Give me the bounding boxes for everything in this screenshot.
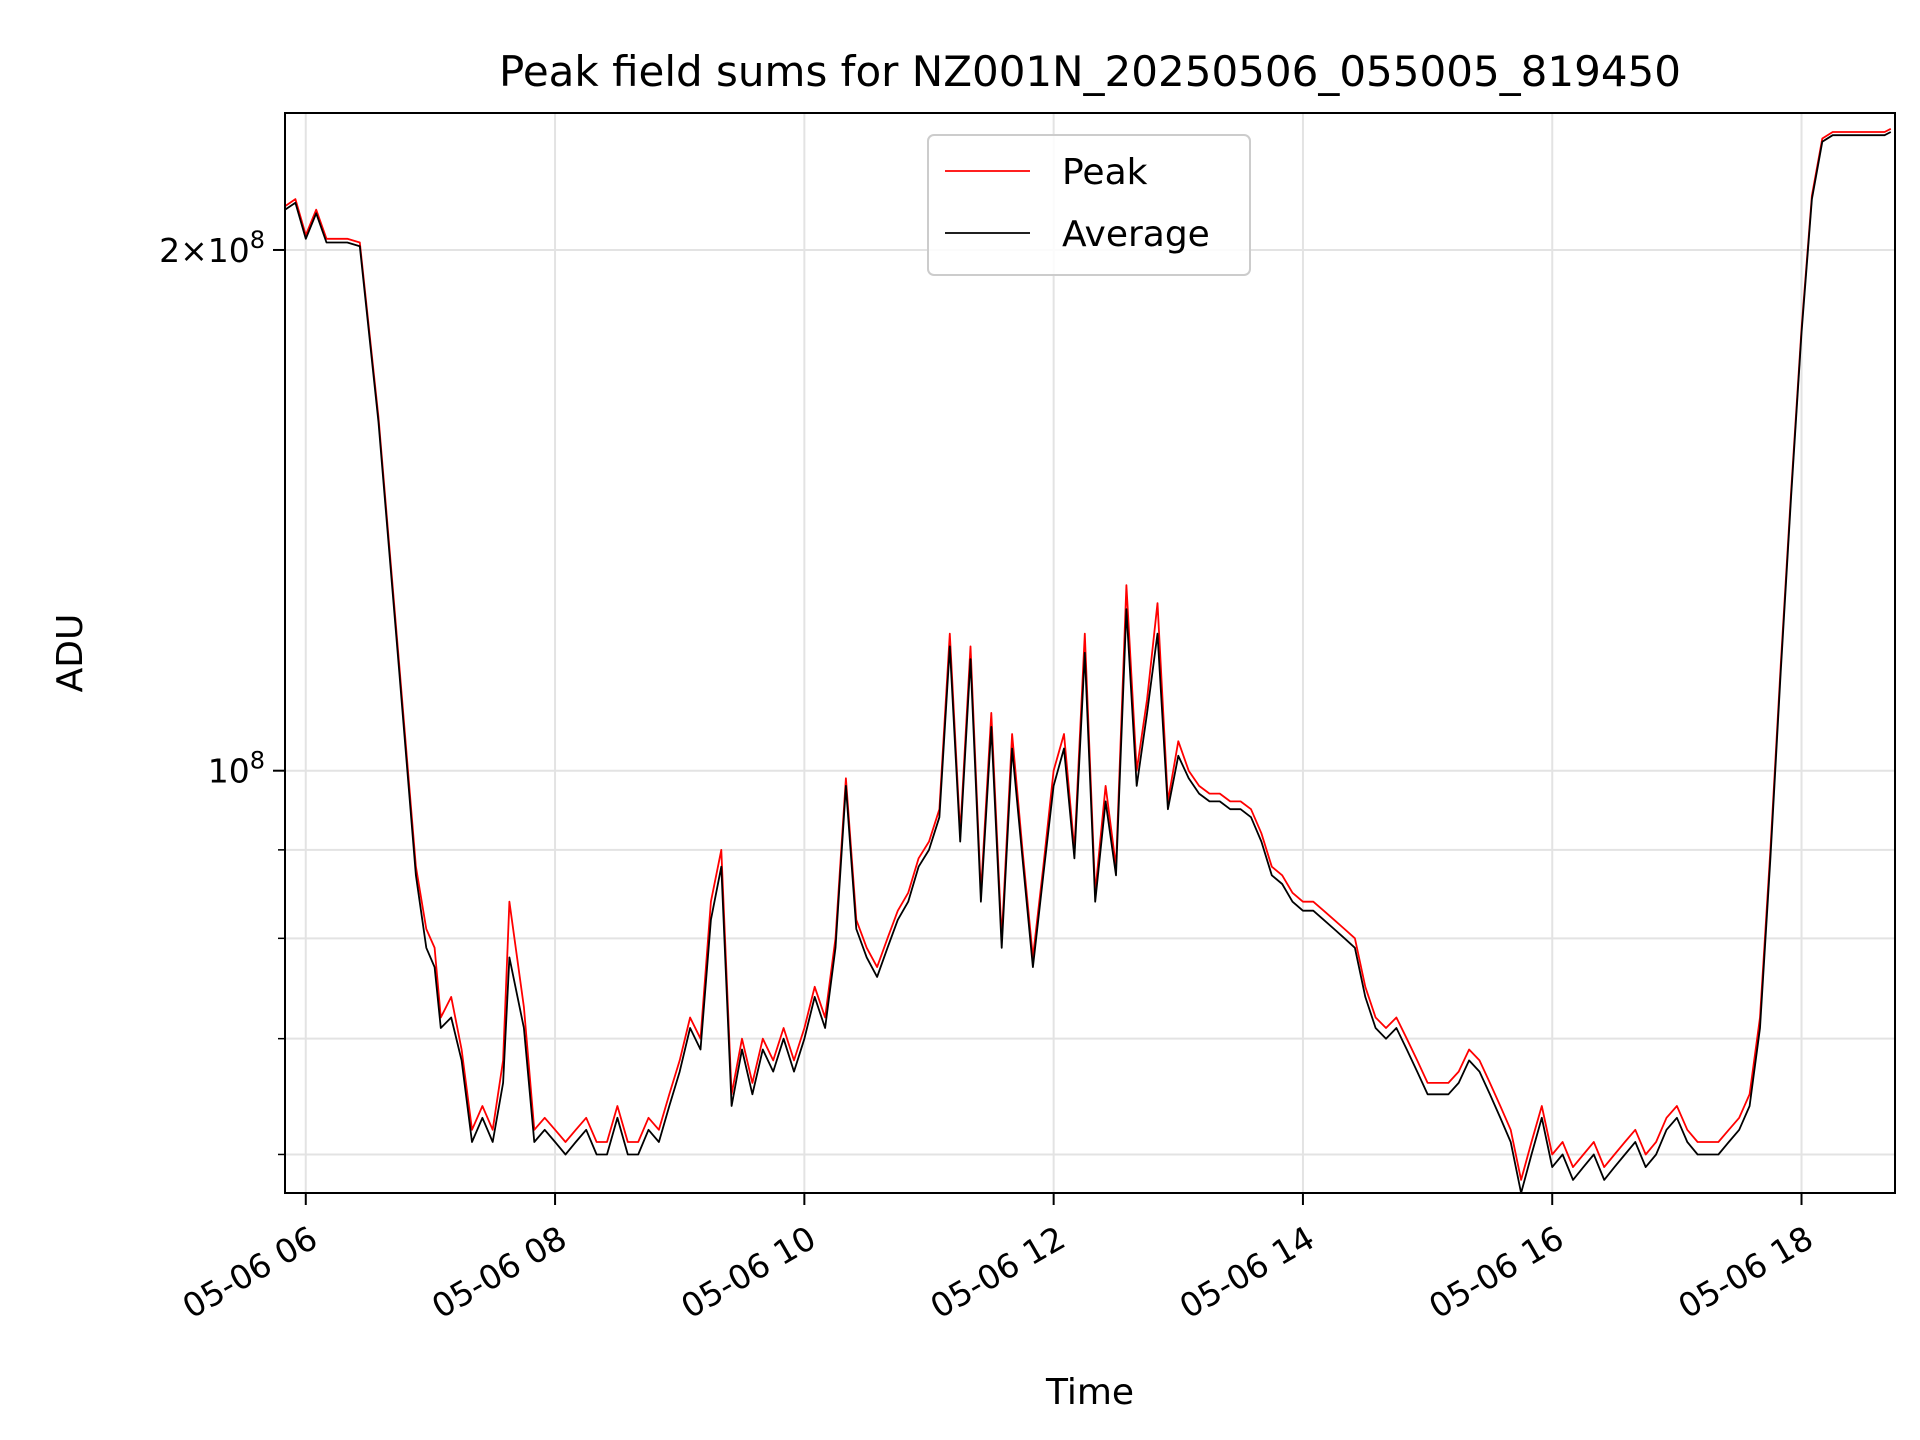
chart-title: Peak field sums for NZ001N_20250506_0550… xyxy=(499,47,1681,96)
legend-average-label: Average xyxy=(1062,214,1210,255)
y-axis-label: ADU xyxy=(50,614,91,693)
legend-box xyxy=(927,134,1251,276)
legend: Peak Average xyxy=(927,134,1251,276)
series-line-peak xyxy=(284,128,1892,1181)
series-line-average xyxy=(284,131,1892,1194)
grid xyxy=(285,113,1895,1193)
legend-peak-label: Peak xyxy=(1062,152,1148,193)
y-tick-label: 2×108 xyxy=(159,226,265,270)
x-axis-label: Time xyxy=(1045,1372,1134,1413)
series-layer xyxy=(284,128,1892,1194)
y-tick-label: 108 xyxy=(208,747,265,791)
plot-frame xyxy=(284,112,1896,1194)
